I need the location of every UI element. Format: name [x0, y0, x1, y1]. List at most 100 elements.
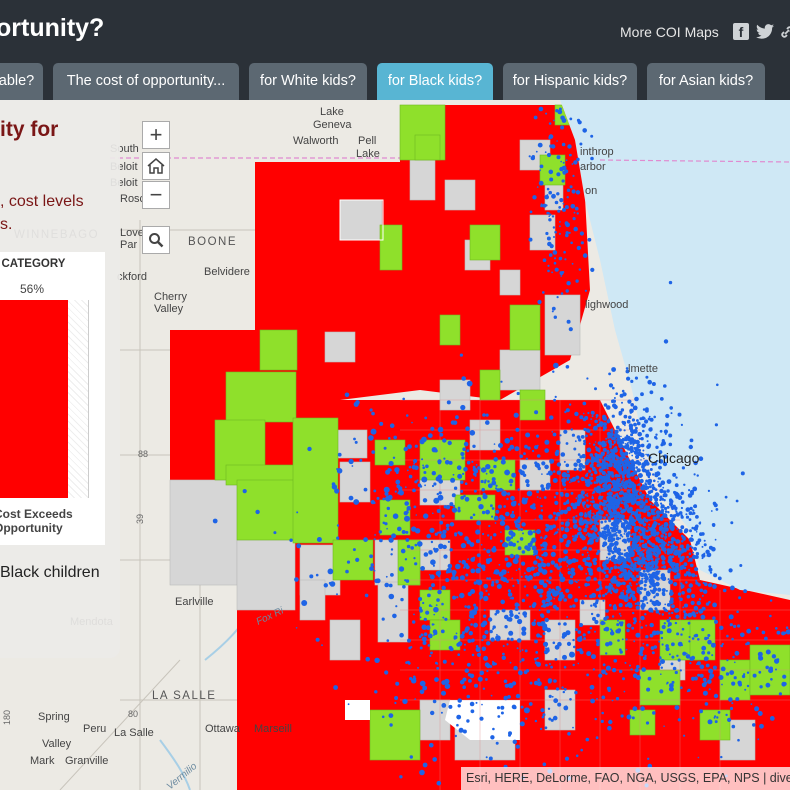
population-dot	[422, 498, 428, 503]
population-dot	[635, 513, 641, 519]
home-button[interactable]	[142, 152, 170, 180]
population-dot	[630, 428, 635, 434]
search-button[interactable]	[142, 226, 170, 254]
population-dot	[735, 499, 739, 503]
population-dot	[405, 538, 410, 542]
population-dot	[327, 568, 334, 575]
population-dot	[452, 420, 458, 425]
population-dot	[665, 646, 670, 652]
population-dot	[620, 451, 625, 457]
population-dot	[540, 509, 544, 512]
population-dot	[606, 405, 611, 410]
population-dot	[619, 567, 624, 572]
population-dot	[575, 581, 578, 584]
population-dot	[573, 524, 578, 529]
tab-black-kids[interactable]: for Black kids?	[377, 63, 493, 100]
population-dot	[421, 476, 428, 483]
population-dot	[564, 756, 570, 761]
tab-hispanic-kids[interactable]: for Hispanic kids?	[503, 63, 637, 100]
zoom-in-button[interactable]: +	[142, 121, 170, 149]
map-view[interactable]: Lake Geneva Walworth Pell Lake South Bel…	[0, 100, 790, 790]
population-dot	[557, 109, 563, 115]
population-dot	[537, 466, 541, 471]
population-dot	[541, 487, 546, 492]
population-dot	[531, 566, 535, 570]
population-dot	[570, 478, 573, 482]
zoom-out-button[interactable]: −	[142, 181, 170, 209]
bar-cost-exceeds-opportunity[interactable]	[0, 300, 68, 498]
population-dot	[542, 583, 548, 588]
population-dot	[576, 212, 579, 215]
population-dot	[459, 633, 465, 639]
population-dot	[544, 535, 547, 538]
category-line-1: Cost Exceeds	[0, 507, 73, 521]
population-dot	[439, 520, 444, 525]
population-dot	[601, 464, 607, 470]
population-dot	[574, 411, 579, 417]
population-dot	[564, 205, 569, 210]
population-dot	[440, 629, 445, 634]
population-dot	[571, 262, 574, 265]
population-dot	[613, 448, 618, 453]
population-dot	[612, 494, 617, 498]
facebook-icon[interactable]: f	[733, 23, 749, 40]
link-icon[interactable]	[780, 23, 790, 40]
population-dot	[604, 520, 607, 523]
place-label-rockford: ckford	[117, 271, 147, 283]
population-dot	[565, 521, 570, 526]
population-dot	[666, 681, 669, 684]
population-dot	[577, 480, 580, 483]
population-dot	[640, 615, 645, 621]
population-dot	[560, 591, 564, 595]
population-dot	[644, 579, 648, 584]
population-dot	[605, 665, 611, 671]
population-dot	[681, 540, 684, 543]
population-dot	[364, 593, 369, 598]
population-dot	[561, 686, 564, 689]
population-dot	[645, 591, 651, 597]
population-dot	[729, 623, 733, 627]
population-dot	[664, 538, 667, 540]
population-dot	[562, 202, 565, 205]
population-dot	[623, 690, 626, 693]
population-dot	[436, 509, 441, 513]
population-dot	[740, 632, 745, 638]
population-dot	[569, 605, 572, 608]
population-dot	[566, 616, 569, 618]
population-dot	[493, 464, 497, 469]
population-dot	[658, 612, 661, 615]
twitter-icon[interactable]	[756, 23, 774, 40]
population-dot	[608, 519, 612, 523]
population-dot	[589, 571, 594, 576]
tab-cost-of-opportunity[interactable]: The cost of opportunity...	[53, 63, 239, 100]
population-dot	[644, 483, 648, 486]
population-dot	[429, 527, 435, 533]
population-dot	[782, 674, 787, 679]
population-dot	[466, 380, 473, 387]
population-dot	[642, 549, 645, 552]
highway-39-label: 39	[135, 514, 145, 524]
population-dot	[630, 448, 634, 453]
population-dot	[407, 444, 412, 449]
population-dot	[693, 473, 696, 476]
population-dot	[525, 510, 528, 513]
population-dot	[495, 509, 500, 514]
population-dot	[273, 531, 277, 535]
population-dot	[548, 525, 554, 531]
tab-white-kids[interactable]: for White kids?	[249, 63, 367, 100]
tab-asian-kids[interactable]: for Asian kids?	[647, 63, 765, 100]
tab-affordable[interactable]: able?	[0, 63, 43, 100]
population-dot	[558, 509, 561, 512]
population-dot	[610, 433, 613, 435]
population-dot	[671, 555, 675, 558]
population-dot	[639, 621, 641, 623]
population-dot	[765, 665, 769, 670]
more-coi-maps-link[interactable]: More COI Maps	[620, 24, 719, 40]
population-dot	[521, 464, 528, 470]
population-dot	[458, 654, 461, 656]
population-dot	[712, 665, 717, 670]
population-dot	[480, 564, 486, 570]
population-dot	[567, 568, 570, 571]
population-dot	[590, 418, 593, 420]
population-dot	[592, 512, 595, 515]
